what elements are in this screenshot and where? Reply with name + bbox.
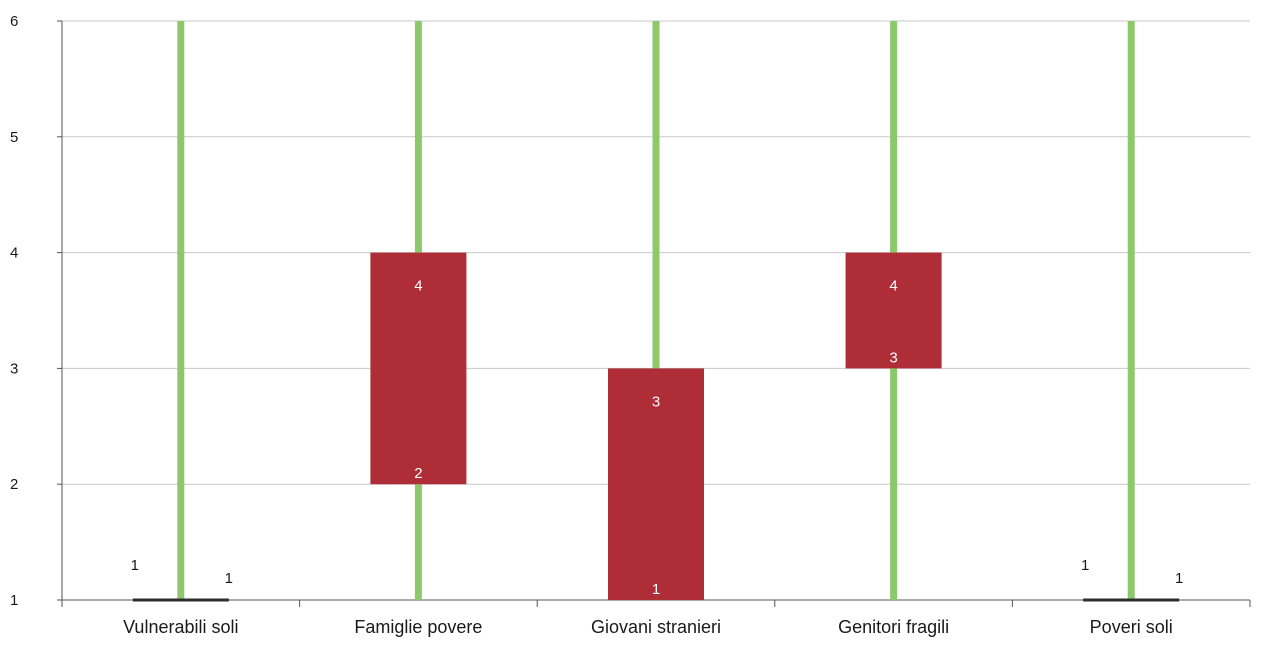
candle-wick [652, 21, 660, 600]
data-label: 2 [414, 465, 422, 482]
y-tick-label: 5 [10, 129, 18, 146]
candle-body [608, 368, 704, 600]
data-label: 1 [652, 581, 660, 598]
y-tick-label: 4 [10, 245, 18, 262]
x-category-label: Poveri soli [1090, 617, 1173, 637]
y-tick-label: 2 [10, 476, 18, 493]
y-tick-label: 6 [10, 13, 18, 30]
x-category-label: Vulnerabili soli [123, 617, 238, 637]
data-label: 3 [652, 393, 660, 410]
axis-layer: 1 2 3 4 5 6 Vulnerabili soli Famiglie povere Gio… [10, 13, 1251, 637]
x-category-label: Genitori fragili [838, 617, 949, 637]
data-label: 3 [889, 349, 897, 366]
data-label: 1 [131, 557, 139, 574]
candle-body-flat [132, 598, 229, 602]
candle-body-flat [1083, 598, 1180, 602]
data-label: 4 [889, 278, 897, 295]
candle-body [370, 252, 467, 485]
candle-wick [1127, 21, 1135, 600]
data-label: 4 [414, 278, 422, 295]
y-tick-label: 1 [10, 592, 18, 609]
body-layer [132, 252, 1180, 602]
data-label: 1 [1175, 570, 1183, 587]
candle-body [845, 252, 942, 369]
label-layer: 1 1 4 2 3 1 4 3 1 1 [131, 278, 1184, 598]
y-tick-label: 3 [10, 360, 18, 377]
x-category-label: Famiglie povere [354, 617, 482, 637]
data-label: 1 [1081, 557, 1089, 574]
x-category-label: Giovani stranieri [591, 617, 721, 637]
data-label: 1 [225, 570, 233, 587]
candle-wick [177, 21, 185, 600]
